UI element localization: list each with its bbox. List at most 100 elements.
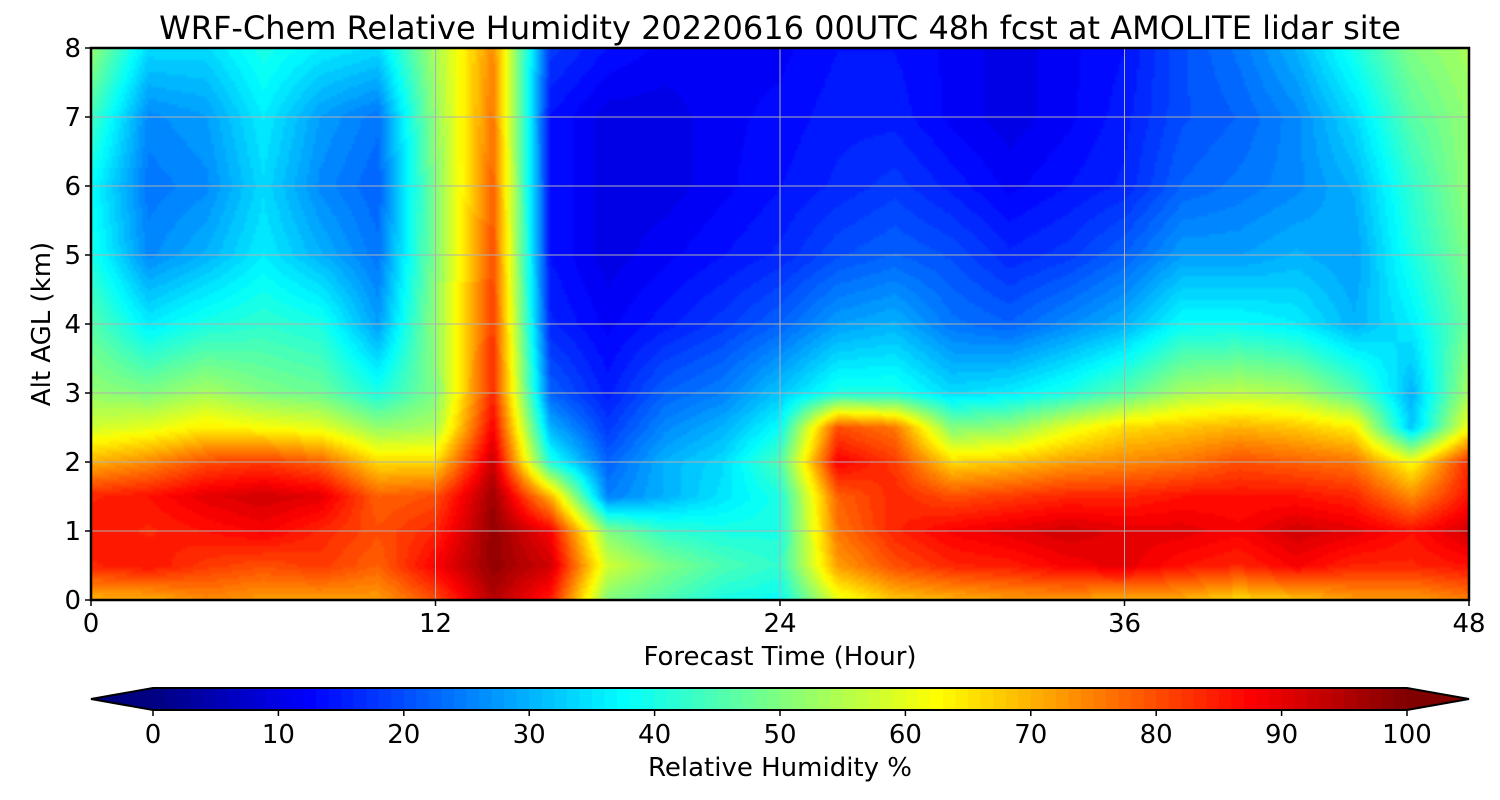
colorbar-band	[792, 688, 806, 710]
colorbar-tick-label: 90	[1265, 720, 1298, 750]
colorbar-band	[1080, 688, 1095, 710]
colorbar-band	[905, 688, 919, 710]
colorbar-band	[491, 688, 505, 710]
colorbar-band	[353, 688, 367, 710]
colorbar-band	[1018, 688, 1032, 710]
colorbar-band	[1218, 688, 1233, 710]
colorbar-band	[290, 688, 305, 710]
colorbar-band	[366, 688, 380, 710]
colorbar-band	[629, 688, 643, 710]
colorbar-band	[1256, 688, 1270, 710]
colorbar-band	[178, 688, 192, 710]
colorbar-tick-label: 100	[1382, 720, 1432, 750]
colorbar-band	[215, 688, 229, 710]
colorbar-band	[767, 688, 781, 710]
x-tick-label: 24	[763, 609, 796, 639]
colorbar-band	[529, 688, 543, 710]
colorbar-band	[742, 688, 756, 710]
colorbar-band	[1131, 688, 1145, 710]
colorbar-band	[1181, 688, 1195, 710]
y-tick-label: 6	[64, 172, 81, 202]
colorbar-band	[1055, 688, 1070, 710]
colorbar-band	[504, 688, 518, 710]
colorbar-band	[1106, 688, 1120, 710]
colorbar-band	[316, 688, 330, 710]
colorbar-band	[1043, 688, 1057, 710]
colorbar-tick-label: 40	[638, 720, 671, 750]
colorbar-band	[980, 688, 994, 710]
colorbar-band	[968, 688, 982, 710]
colorbar-band	[780, 688, 794, 710]
chart-title: WRF-Chem Relative Humidity 20220616 00UT…	[159, 9, 1401, 47]
colorbar-band	[817, 688, 831, 710]
colorbar-band	[880, 688, 894, 710]
colorbar-tick-label: 30	[513, 720, 546, 750]
colorbar-band	[993, 688, 1007, 710]
colorbar-band	[604, 688, 618, 710]
colorbar-band	[253, 688, 267, 710]
colorbar-band	[278, 688, 292, 710]
colorbar-tick-label: 10	[262, 720, 295, 750]
colorbar-band	[805, 688, 819, 710]
x-axis-ticks: 0 12 24 36 48	[83, 600, 1486, 639]
colorbar-band	[729, 688, 743, 710]
colorbar-band	[1030, 688, 1044, 710]
colorbar-band	[616, 688, 631, 710]
colorbar-tick-label: 80	[1140, 720, 1173, 750]
colorbar-band	[265, 688, 279, 710]
colorbar-band	[704, 688, 718, 710]
colorbar-tick-label: 0	[145, 720, 162, 750]
colorbar-band	[1156, 688, 1170, 710]
colorbar-band	[692, 688, 706, 710]
colorbar-band	[1118, 688, 1132, 710]
colorbar-band	[1068, 688, 1082, 710]
colorbar-band	[855, 688, 869, 710]
colorbar-band	[1093, 688, 1107, 710]
colorbar-band	[566, 688, 580, 710]
colorbar-band	[867, 688, 881, 710]
x-tick-label: 12	[419, 609, 452, 639]
colorbar-tick-label: 60	[889, 720, 922, 750]
y-axis-ticks: 0 1 2 3 4 5 6 7 8	[64, 34, 91, 616]
colorbar-band	[830, 688, 844, 710]
colorbar-band	[190, 688, 204, 710]
colorbar-band	[240, 688, 254, 710]
colorbar-band	[654, 688, 668, 710]
colorbar-band	[842, 688, 856, 710]
colorbar-band	[1381, 688, 1396, 710]
y-tick-label: 7	[64, 103, 81, 133]
colorbar-band	[453, 688, 468, 710]
colorbar-band	[1306, 688, 1320, 710]
y-tick-label: 0	[64, 586, 81, 616]
y-tick-label: 5	[64, 241, 81, 271]
y-tick-label: 1	[64, 517, 81, 547]
y-axis-label: Alt AGL (km)	[27, 242, 57, 406]
colorbar-band	[1231, 688, 1245, 710]
y-tick-label: 2	[64, 448, 81, 478]
colorbar-band	[516, 688, 530, 710]
colorbar-extend-high	[1407, 688, 1469, 710]
colorbar-band	[579, 688, 593, 710]
colorbar-band	[1331, 688, 1345, 710]
colorbar-band	[892, 688, 906, 710]
colorbar-band	[917, 688, 932, 710]
colorbar-band	[341, 688, 355, 710]
colorbar-band	[1294, 688, 1308, 710]
colorbar-band	[554, 688, 568, 710]
colorbar-band	[165, 688, 179, 710]
x-tick-label: 36	[1108, 609, 1141, 639]
colorbar-band	[428, 688, 443, 710]
y-tick-label: 3	[64, 379, 81, 409]
colorbar-band	[403, 688, 417, 710]
colorbar-band	[479, 688, 493, 710]
colorbar-band	[1168, 688, 1182, 710]
colorbar-band	[378, 688, 392, 710]
x-axis-label: Forecast Time (Hour)	[643, 642, 916, 672]
colorbar-band	[328, 688, 342, 710]
colorbar-band	[391, 688, 405, 710]
colorbar-band	[1143, 688, 1157, 710]
colorbar-band	[1344, 688, 1358, 710]
colorbar-band	[642, 688, 656, 710]
colorbar-band	[943, 688, 957, 710]
